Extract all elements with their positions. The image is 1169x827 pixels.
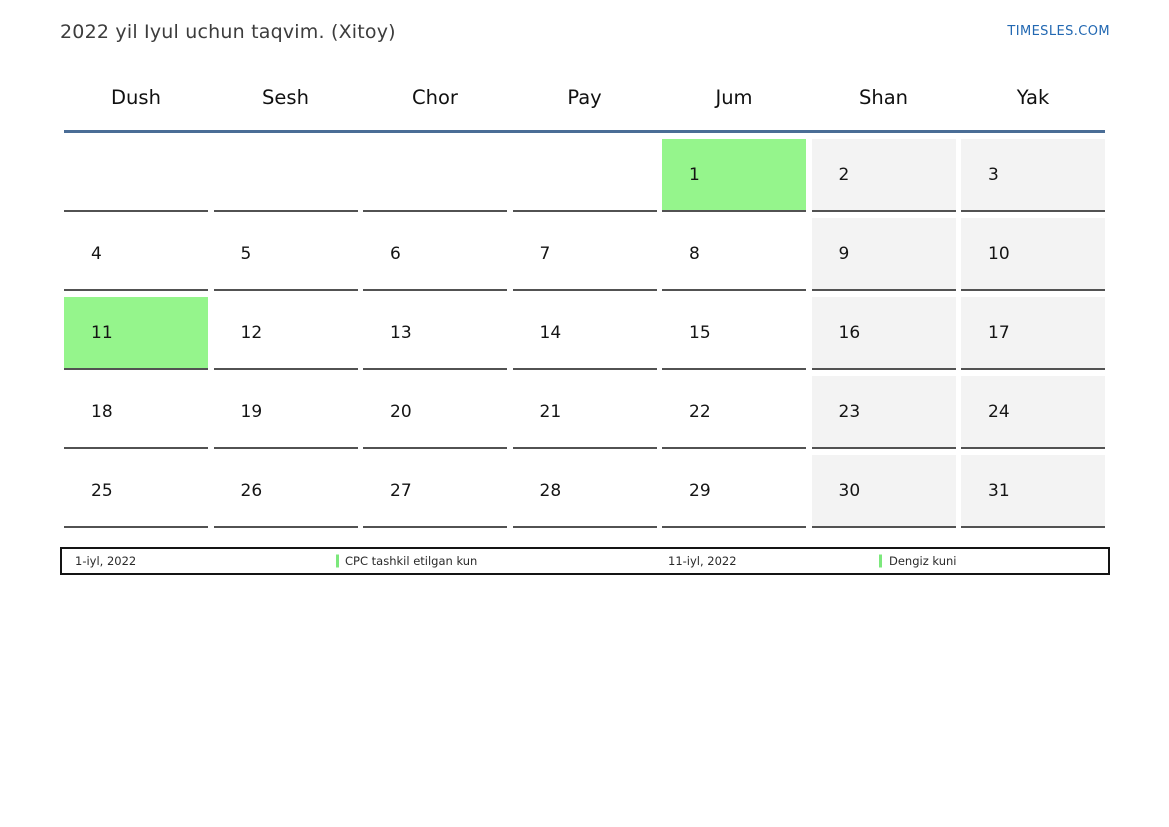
day-cell-8: 8 xyxy=(662,218,806,291)
day-number: 27 xyxy=(390,480,412,501)
day-cell-empty xyxy=(213,139,358,212)
day-cell-22: 22 xyxy=(662,376,806,449)
day-cell-6: 6 xyxy=(363,218,507,291)
day-number: 21 xyxy=(539,401,562,422)
weekday-header-jum: Jum xyxy=(715,86,753,109)
day-number: 24 xyxy=(988,401,1010,422)
day-number: 2 xyxy=(838,164,850,185)
day-cell-empty xyxy=(363,139,507,212)
day-cell-13: 13 xyxy=(363,297,507,370)
day-number: 9 xyxy=(838,243,850,264)
page-title: 2022 yil Iyul uchun taqvim. (Xitoy) xyxy=(60,21,396,43)
day-number: 7 xyxy=(539,243,551,264)
day-number: 16 xyxy=(838,322,861,343)
day-cell-29: 29 xyxy=(662,455,806,528)
day-cell-19: 19 xyxy=(213,376,358,449)
day-cell-4: 4 xyxy=(64,218,208,291)
day-number: 1 xyxy=(689,164,700,185)
day-cell-15: 15 xyxy=(662,297,806,370)
day-cell-14: 14 xyxy=(512,297,657,370)
legend-label-2: Dengiz kuni xyxy=(889,554,957,568)
legend-label-1: CPC tashkil etilgan kun xyxy=(345,554,478,568)
day-number: 10 xyxy=(988,243,1010,264)
day-number: 25 xyxy=(91,480,113,501)
day-cell-21: 21 xyxy=(512,376,657,449)
day-number: 18 xyxy=(91,401,113,422)
day-cell-24: 24 xyxy=(961,376,1105,449)
day-number: 17 xyxy=(988,322,1010,343)
day-cell-31: 31 xyxy=(961,455,1105,528)
weekday-header-sesh: Sesh xyxy=(262,86,309,109)
day-cell-12: 12 xyxy=(213,297,358,370)
day-cell-empty xyxy=(512,139,657,212)
day-cell-1: 1 xyxy=(662,139,806,212)
day-cell-5: 5 xyxy=(213,218,358,291)
weekday-header-shan: Shan xyxy=(858,86,909,109)
day-cell-27: 27 xyxy=(363,455,507,528)
day-number: 29 xyxy=(689,480,711,501)
day-number: 26 xyxy=(240,480,263,501)
weekday-header-pay: Pay xyxy=(567,86,602,109)
weekday-header-row: Dush Sesh Chor Pay Jum Shan Yak xyxy=(64,86,1105,109)
day-number: 31 xyxy=(988,480,1010,501)
calendar-grid: 1 2 3 4 5 6 7 8 9 10 11 12 13 14 15 16 1… xyxy=(64,139,1105,528)
day-number: 20 xyxy=(390,401,412,422)
day-number: 6 xyxy=(390,243,401,264)
day-cell-26: 26 xyxy=(213,455,358,528)
day-cell-18: 18 xyxy=(64,376,208,449)
header-divider xyxy=(64,130,1105,133)
holiday-marker-icon xyxy=(336,554,339,568)
day-cell-17: 17 xyxy=(961,297,1105,370)
weekday-header-dush: Dush xyxy=(111,86,161,109)
day-number: 3 xyxy=(988,164,999,185)
day-number: 4 xyxy=(91,243,102,264)
day-cell-23: 23 xyxy=(811,376,956,449)
day-cell-25: 25 xyxy=(64,455,208,528)
weekday-header-chor: Chor xyxy=(412,86,458,109)
day-cell-11: 11 xyxy=(64,297,208,370)
legend-date-1: 1-iyl, 2022 xyxy=(75,554,137,568)
brand-link[interactable]: TIMESLES.COM xyxy=(1007,24,1110,39)
day-cell-3: 3 xyxy=(961,139,1105,212)
day-number: 13 xyxy=(390,322,412,343)
day-number: 8 xyxy=(689,243,700,264)
day-cell-9: 9 xyxy=(811,218,956,291)
day-cell-30: 30 xyxy=(811,455,956,528)
day-number: 11 xyxy=(91,322,113,343)
weekday-header-yak: Yak xyxy=(1016,86,1050,109)
day-number: 22 xyxy=(689,401,711,422)
legend-date-2: 11-iyl, 2022 xyxy=(668,554,737,568)
day-number: 12 xyxy=(240,322,263,343)
day-cell-16: 16 xyxy=(811,297,956,370)
day-cell-7: 7 xyxy=(512,218,657,291)
day-number: 23 xyxy=(838,401,861,422)
day-number: 14 xyxy=(539,322,562,343)
holiday-marker-icon xyxy=(879,554,882,568)
day-cell-empty xyxy=(64,139,208,212)
day-cell-10: 10 xyxy=(961,218,1105,291)
day-cell-2: 2 xyxy=(811,139,956,212)
day-number: 28 xyxy=(539,480,562,501)
legend-bar: 1-iyl, 2022 CPC tashkil etilgan kun 11-i… xyxy=(60,547,1110,575)
day-number: 19 xyxy=(240,401,263,422)
day-cell-20: 20 xyxy=(363,376,507,449)
day-number: 5 xyxy=(240,243,252,264)
day-number: 15 xyxy=(689,322,711,343)
day-cell-28: 28 xyxy=(512,455,657,528)
day-number: 30 xyxy=(838,480,861,501)
